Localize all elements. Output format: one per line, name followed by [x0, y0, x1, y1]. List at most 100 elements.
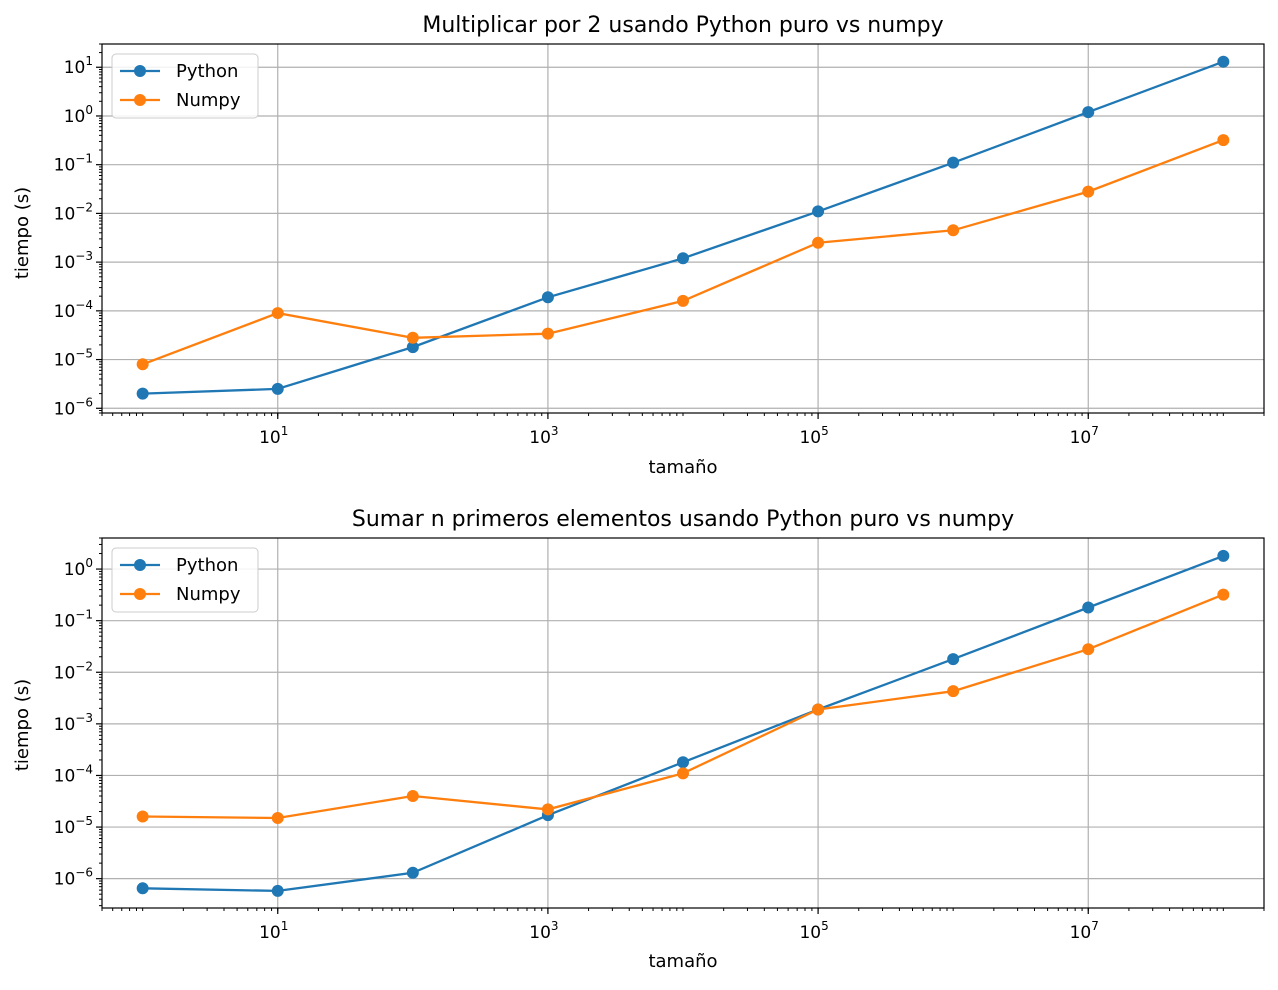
tick-base: 10 — [529, 923, 551, 943]
tick-exponent: 7 — [1091, 424, 1099, 438]
y-tick-label: 10−5 — [54, 347, 93, 371]
tick-exponent: 3 — [551, 919, 559, 933]
y-tick-label: 10−6 — [54, 866, 93, 890]
tick-base: 10 — [54, 870, 76, 890]
tick-exponent: 5 — [821, 919, 829, 933]
legend-label: Python — [176, 555, 238, 576]
data-point — [271, 382, 284, 395]
legend: Python Numpy — [111, 547, 259, 613]
x-tick-label: 101 — [259, 424, 288, 448]
data-point — [947, 156, 960, 169]
y-tick-label: 10−4 — [54, 762, 93, 786]
tick-exponent: −3 — [75, 711, 93, 725]
tick-base: 10 — [1070, 428, 1092, 448]
legend-marker — [134, 65, 146, 77]
tick-base: 10 — [1070, 923, 1092, 943]
tick-exponent: −6 — [75, 395, 93, 409]
y-tick-label: 10−6 — [54, 395, 93, 419]
data-point — [1082, 106, 1095, 119]
legend-marker — [134, 588, 146, 600]
tick-exponent: −2 — [75, 659, 93, 673]
data-point — [1082, 185, 1095, 198]
tick-base: 10 — [64, 58, 86, 78]
y-tick-label: 101 — [64, 54, 93, 78]
tick-exponent: −1 — [75, 152, 93, 166]
data-point — [677, 756, 689, 769]
legend-label: Python — [176, 61, 238, 82]
x-axis-label: tamaño — [648, 951, 717, 972]
data-point — [1082, 601, 1095, 614]
data-point — [541, 803, 554, 816]
tick-exponent: −5 — [75, 347, 93, 361]
tick-exponent: 1 — [85, 54, 93, 68]
y-axis-label: tiempo (s) — [12, 187, 33, 279]
data-point — [406, 341, 419, 354]
tick-exponent: −3 — [75, 249, 93, 263]
data-point — [812, 205, 825, 218]
data-point — [947, 685, 960, 698]
tick-base: 10 — [54, 766, 76, 786]
x-tick-label: 107 — [1070, 919, 1099, 943]
chart-title: Multiplicar por 2 usando Python puro vs … — [422, 13, 943, 38]
data-point — [677, 767, 689, 780]
data-point — [541, 327, 554, 340]
x-tick-label: 105 — [799, 424, 828, 448]
tick-base: 10 — [64, 107, 86, 127]
data-point — [136, 882, 149, 895]
tick-base: 10 — [54, 351, 76, 371]
series-layer — [136, 549, 1230, 897]
tick-exponent: 0 — [85, 556, 93, 570]
data-point — [136, 387, 149, 400]
tick-base: 10 — [54, 715, 76, 735]
data-point — [1217, 588, 1230, 601]
data-point — [812, 703, 825, 716]
tick-marks: 101 103 105 10710−610−510−410−310−210−11001… — [54, 43, 1265, 448]
series-python — [136, 55, 1230, 400]
chart-panel-multiplicar: Multiplicar por 2 usando Python puro vs … — [12, 13, 1265, 478]
data-point — [406, 789, 419, 802]
data-point — [1217, 55, 1230, 68]
x-tick-label: 101 — [259, 919, 288, 943]
legend-marker — [134, 94, 146, 106]
data-point — [947, 224, 960, 237]
x-tick-label: 103 — [529, 424, 558, 448]
y-axis-label: tiempo (s) — [12, 679, 33, 771]
data-point — [406, 866, 419, 879]
tick-base: 10 — [799, 428, 821, 448]
tick-base: 10 — [529, 428, 551, 448]
data-point — [947, 653, 960, 666]
series-numpy — [136, 134, 1230, 371]
tick-base: 10 — [259, 923, 281, 943]
data-point — [136, 358, 149, 371]
data-point — [812, 236, 825, 249]
tick-exponent: 5 — [821, 424, 829, 438]
chart-panel-sumar: Sumar n primeros elementos usando Python… — [12, 507, 1265, 972]
y-tick-label: 100 — [64, 556, 93, 580]
data-point — [271, 811, 284, 824]
y-tick-label: 10−5 — [54, 814, 93, 838]
x-tick-label: 107 — [1070, 424, 1099, 448]
data-point — [1082, 643, 1095, 656]
data-point — [1217, 549, 1230, 562]
tick-base: 10 — [54, 156, 76, 176]
tick-exponent: 3 — [551, 424, 559, 438]
grid-lines — [102, 44, 1264, 413]
x-axis-label: tamaño — [648, 457, 717, 478]
tick-base: 10 — [54, 663, 76, 683]
tick-exponent: −4 — [75, 762, 93, 776]
legend-label: Numpy — [176, 90, 241, 111]
legend-marker — [134, 559, 146, 571]
data-point — [406, 331, 419, 344]
y-tick-label: 10−1 — [54, 152, 93, 176]
tick-exponent: −2 — [75, 200, 93, 214]
tick-base: 10 — [54, 204, 76, 224]
data-point — [677, 294, 689, 307]
tick-base: 10 — [54, 818, 76, 838]
y-tick-label: 10−3 — [54, 249, 93, 273]
tick-base: 10 — [54, 302, 76, 322]
series-numpy — [136, 588, 1230, 824]
data-point — [1217, 134, 1230, 147]
tick-exponent: 1 — [281, 919, 289, 933]
